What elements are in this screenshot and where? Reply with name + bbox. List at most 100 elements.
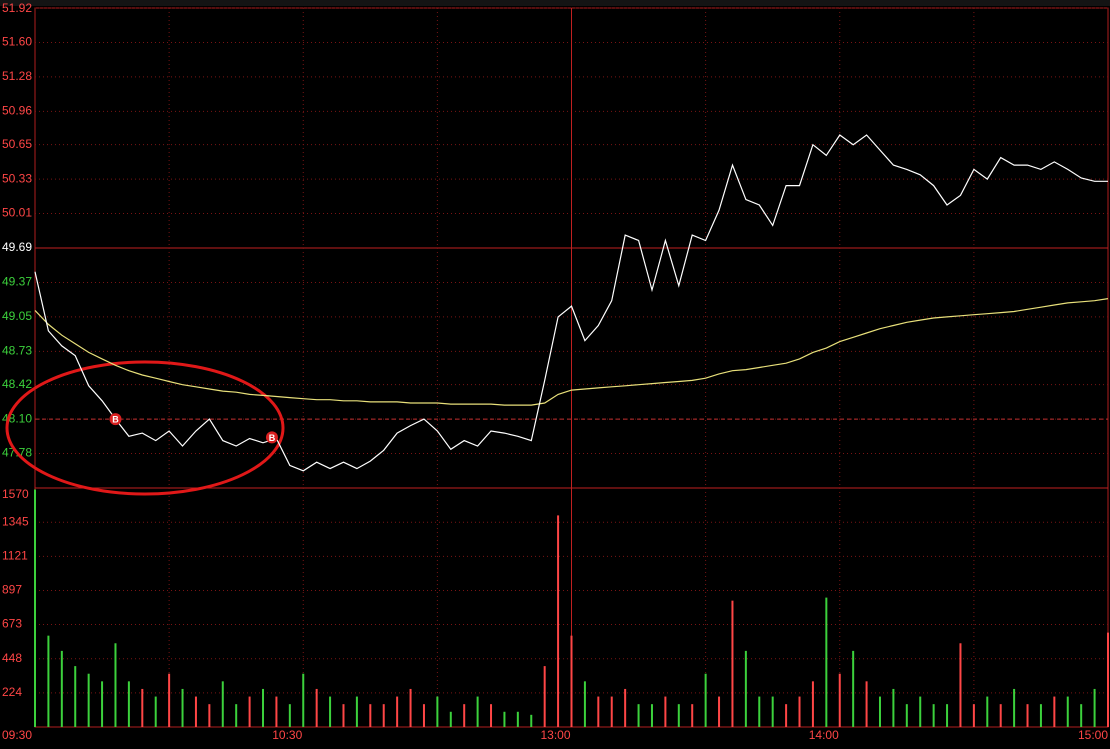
volume-bar (758, 696, 761, 727)
volume-bar (74, 666, 77, 727)
volume-bar (583, 681, 586, 727)
volume-bar (262, 688, 265, 727)
x-tick-label: 10:30 (272, 728, 302, 742)
volume-tick-label: 224 (2, 685, 22, 699)
volume-bar (60, 650, 63, 727)
volume-bar (610, 696, 613, 727)
volume-bar (785, 704, 788, 727)
volume-tick-label: 1121 (2, 549, 28, 563)
volume-tick-label: 897 (2, 583, 22, 597)
volume-bar (154, 696, 157, 727)
volume-bar (47, 635, 50, 727)
volume-bar (811, 681, 814, 727)
average-line (34, 298, 1109, 406)
volume-bar (422, 704, 425, 727)
volume-bar (476, 696, 479, 727)
volume-bar (127, 681, 130, 727)
y-tick-label: 51.92 (2, 1, 32, 15)
volume-bar (825, 597, 828, 727)
volume-bar (208, 704, 211, 727)
volume-bar (838, 673, 841, 727)
volume-bar (798, 696, 801, 727)
volume-bar (396, 696, 399, 727)
volume-bar (691, 704, 694, 727)
volume-bar (342, 704, 345, 727)
volume-bar (463, 704, 466, 727)
volume-bar (168, 673, 171, 727)
volume-bar (34, 489, 36, 727)
volume-bar (718, 696, 721, 727)
volume-bar (235, 704, 238, 727)
volume-bar (194, 696, 197, 727)
volume-bar (597, 696, 600, 727)
volume-bar (315, 688, 318, 727)
trade-marker-label: B (269, 433, 276, 443)
x-tick-label: 09:30 (2, 728, 32, 742)
volume-bar (570, 635, 573, 727)
y-tick-label: 50.01 (2, 206, 32, 220)
volume-bar (221, 681, 224, 727)
volume-bar (865, 681, 868, 727)
y-tick-label: 48.42 (2, 377, 32, 391)
volume-bar (999, 704, 1002, 727)
highlight-ellipse (5, 360, 285, 496)
volume-bar (329, 696, 332, 727)
volume-bar (1093, 688, 1096, 727)
y-tick-label: 51.28 (2, 69, 32, 83)
volume-bar (1039, 704, 1042, 727)
volume-bar (677, 704, 680, 727)
volume-bar (919, 696, 922, 727)
volume-bar (516, 711, 519, 727)
volume-tick-label: 1345 (2, 514, 29, 528)
volume-bar (1080, 704, 1083, 727)
volume-bar (288, 704, 291, 727)
volume-bar (771, 696, 774, 727)
volume-bar (114, 643, 117, 727)
volume-bar (1107, 632, 1109, 727)
volume-bar (449, 711, 452, 727)
volume-bar (624, 688, 627, 727)
volume-bar (248, 696, 251, 727)
volume-bar (1066, 696, 1069, 727)
volume-tick-label: 1570 (2, 487, 29, 501)
volume-bar (637, 704, 640, 727)
volume-bar (1013, 688, 1016, 727)
volume-bar (852, 650, 855, 727)
volume-bar (409, 688, 412, 727)
volume-bar (382, 704, 385, 727)
y-tick-label: 49.05 (2, 309, 32, 323)
volume-tick-label: 448 (2, 651, 22, 665)
volume-bar (503, 711, 506, 727)
volume-bar (101, 681, 104, 727)
y-tick-label: 49.69 (2, 240, 32, 254)
trade-marker-label: B (112, 414, 119, 424)
volume-bar (878, 696, 881, 727)
y-tick-label: 50.33 (2, 171, 32, 185)
y-tick-label: 50.96 (2, 103, 32, 117)
y-tick-label: 51.60 (2, 35, 32, 49)
y-tick-label: 48.73 (2, 343, 32, 357)
volume-bar (664, 696, 667, 727)
volume-bar (181, 688, 184, 727)
volume-bar (302, 673, 305, 727)
y-tick-label: 50.65 (2, 137, 32, 151)
volume-bar (530, 714, 533, 727)
volume-bar (436, 696, 439, 727)
volume-bar (543, 666, 546, 727)
volume-bar (972, 704, 975, 727)
trade-marker (109, 413, 122, 426)
volume-bar (650, 704, 653, 727)
trade-marker (265, 431, 278, 444)
x-tick-label: 14:00 (809, 728, 839, 742)
price-line (34, 134, 1108, 472)
volume-bar (946, 704, 949, 727)
x-tick-label: 15:00 (1078, 728, 1108, 742)
title-strip (0, 0, 1110, 6)
volume-bar (275, 696, 278, 727)
volume-bar (905, 704, 908, 727)
volume-bar (87, 673, 90, 727)
volume-tick-label: 673 (2, 617, 22, 631)
volume-bar (1026, 704, 1029, 727)
volume-bar (986, 696, 989, 727)
